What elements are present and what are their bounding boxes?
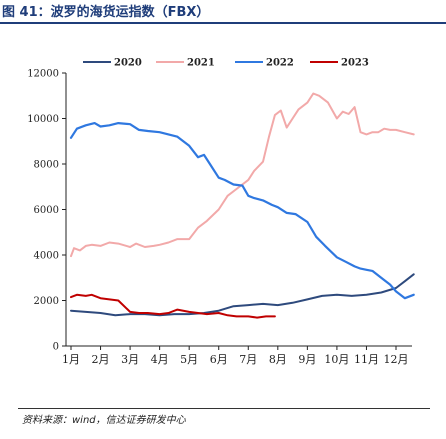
source-rule bbox=[18, 408, 430, 409]
title-rule bbox=[0, 22, 446, 24]
x-axis: 1月 2月 3月 4月 5月 6月 7月 8月 9月 10月 11月 12月 bbox=[62, 345, 412, 366]
x-tick-label: 9月 bbox=[298, 353, 316, 366]
series-line-2023 bbox=[70, 293, 276, 319]
x-tick-label: 8月 bbox=[269, 353, 287, 366]
legend-label-2021: 2021 bbox=[187, 58, 215, 69]
chart-legend: 2020 2021 2022 2023 bbox=[83, 58, 369, 69]
x-tick-label: 7月 bbox=[239, 353, 257, 366]
y-tick-label: 4000 bbox=[34, 251, 59, 262]
x-tick-label: 11月 bbox=[354, 353, 379, 366]
y-tick-label: 12000 bbox=[27, 69, 59, 80]
x-tick-label: 4月 bbox=[151, 353, 169, 366]
x-tick-label: 5月 bbox=[180, 353, 198, 366]
figure-title: 图 41：波罗的海货运指数（FBX） bbox=[2, 5, 210, 20]
x-tick-label: 3月 bbox=[121, 353, 139, 366]
series-line-2022 bbox=[69, 121, 415, 300]
source-note: 资料来源：wind，信达证券研发中心 bbox=[22, 415, 186, 426]
legend-label-2023: 2023 bbox=[341, 58, 369, 69]
x-tick-label: 6月 bbox=[210, 353, 228, 366]
y-tick-label: 10000 bbox=[27, 114, 59, 125]
y-axis: 0 2000 4000 6000 8000 10000 12000 bbox=[27, 69, 67, 353]
series-lines bbox=[69, 92, 415, 319]
x-tick-label: 12月 bbox=[384, 353, 409, 366]
legend-label-2020: 2020 bbox=[114, 58, 142, 69]
x-tick-label: 10月 bbox=[324, 353, 349, 366]
freight-index-chart: 2020 2021 2022 2023 0 2000 4000 6000 8000 10000 1… bbox=[27, 58, 415, 366]
y-tick-label: 0 bbox=[53, 342, 59, 353]
legend-label-2022: 2022 bbox=[266, 58, 294, 69]
x-tick-label: 1月 bbox=[62, 353, 80, 366]
y-tick-label: 2000 bbox=[34, 296, 59, 307]
x-tick-label: 2月 bbox=[92, 353, 110, 366]
y-tick-label: 6000 bbox=[34, 205, 59, 216]
series-line-2021 bbox=[70, 92, 415, 258]
y-tick-label: 8000 bbox=[34, 160, 59, 171]
series-line-2020 bbox=[70, 273, 415, 317]
